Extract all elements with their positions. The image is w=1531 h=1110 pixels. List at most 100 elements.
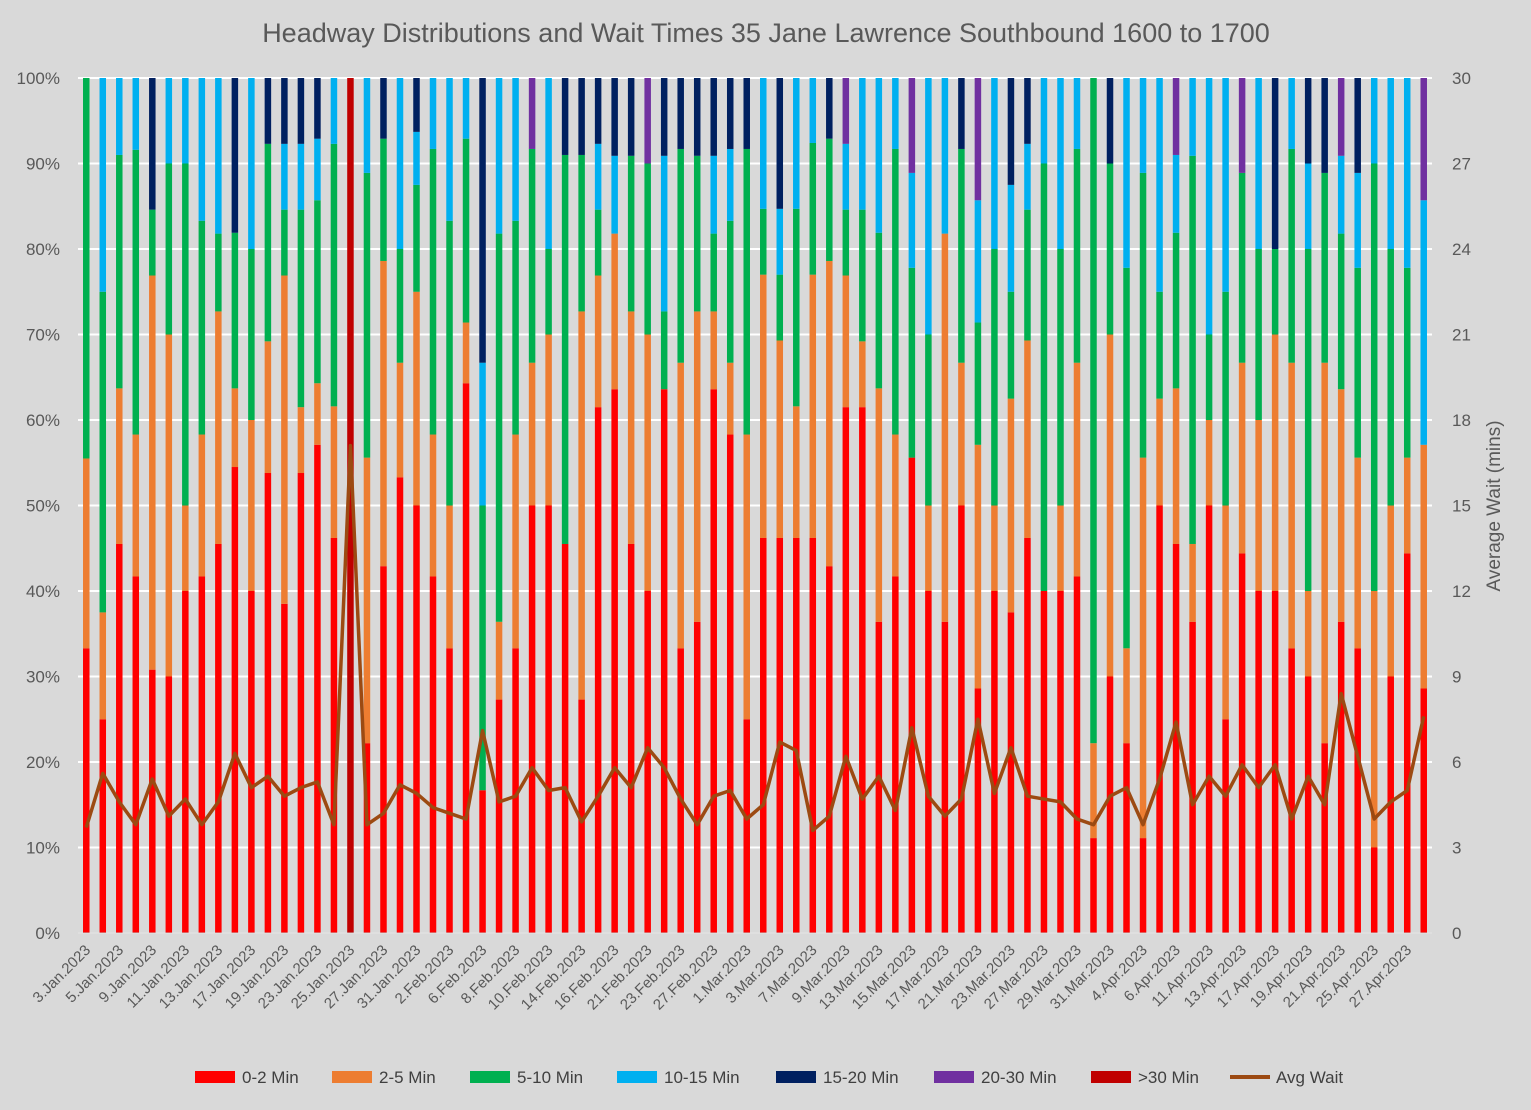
bar-segment-20-30-min (1420, 78, 1427, 201)
bar-segment-2-5-min (215, 311, 222, 544)
bar-segment-5-10-min (1106, 163, 1114, 335)
bar-segment-0-2-min (1123, 743, 1130, 933)
bar-segment-5-10-min (693, 155, 701, 312)
bar-segment-0-2-min (314, 444, 321, 933)
bar-segment-10-15-min (1040, 78, 1048, 164)
bar-segment-0-2-min (182, 591, 189, 933)
bar-segment-2-5-min (1090, 743, 1097, 839)
bar-segment-5-10-min (793, 208, 800, 407)
bar-segment-10-15-min (1370, 78, 1378, 164)
bar-segment-5-10-min (842, 209, 850, 276)
y2-tick-label: 24 (1452, 240, 1471, 259)
bar-segment-15-20-min (743, 78, 750, 149)
bar-segment-5-10-min (809, 142, 817, 275)
legend-swatch (195, 1071, 235, 1083)
bar-segment-0-2-min (83, 648, 90, 933)
bar-segment-0-2-min (1024, 537, 1031, 933)
bar-segment-10-15-min (1189, 78, 1196, 156)
bar-segment-2-5-min (842, 275, 850, 408)
bar-segment-10-15-min (297, 143, 305, 210)
bar-segment-0-2-min (693, 621, 701, 933)
bar-segment-0-2-min (462, 383, 470, 933)
bar-segment-2-5-min (925, 505, 932, 591)
bar-segment-2-5-min (314, 383, 321, 445)
bar-segment-2-5-min (1288, 362, 1295, 649)
bar-segment-0-2-min (925, 591, 932, 933)
bar-segment-10-15-min (1007, 184, 1015, 292)
bar-segment-2-5-min (545, 334, 552, 506)
bar-segment-5-10-min (726, 220, 734, 363)
bar-segment-0-2-min (396, 477, 404, 933)
legend-label: 5-10 Min (517, 1068, 583, 1087)
bar-segment-5-10-min (462, 138, 470, 323)
bar-segment-0-2-min (1387, 676, 1394, 933)
bar-segment-0-2-min (1271, 591, 1279, 933)
bar-segment-5-10-min (859, 209, 866, 342)
bar-segment-15-20-min (578, 78, 585, 155)
bar-segment-2-5-min (132, 434, 140, 577)
bar-segment-2-5-min (512, 434, 519, 649)
bar-segment-5-10-min (1304, 249, 1312, 591)
bar-segment-5-10-min (198, 220, 206, 435)
bar-segment-2-5-min (495, 621, 503, 700)
bar-segment-2-5-min (1172, 388, 1180, 544)
bar-segment-5-10-min (1040, 163, 1048, 591)
bar-segment-10-15-min (1337, 155, 1345, 234)
bar-segment-15-20-min (380, 78, 387, 139)
bar-segment-2-5-min (611, 233, 618, 390)
legend-label: Avg Wait (1276, 1068, 1343, 1087)
bar-segment-5-10-min (875, 232, 883, 389)
bar-segment-0-2-min (215, 543, 222, 933)
bar-segment-5-10-min (330, 143, 338, 407)
bar-segment-0-2-min (495, 699, 503, 933)
bar-segment-15-20-min (314, 78, 321, 139)
bar-segment-10-15-min (512, 78, 519, 221)
bar-segment-5-10-min (925, 334, 932, 506)
bar-segment-0-2-min (627, 543, 635, 933)
bar-segment-15-20-min (660, 78, 668, 156)
legend-label: 10-15 Min (664, 1068, 740, 1087)
bar-segment-0-2-min (809, 537, 817, 933)
bar-segment-5-10-min (1403, 267, 1411, 458)
y-tick-label: 0% (35, 924, 60, 943)
bar-segment-10-15-min (1354, 172, 1361, 268)
bar-segment-0-2-min (132, 576, 140, 933)
bar-segment-2-5-min (1222, 505, 1229, 720)
bar-segment-2-5-min (941, 233, 949, 622)
bar-segment-5-10-min (132, 149, 140, 435)
bar-segment-0-2-min (363, 743, 371, 933)
bar-segment-10-15-min (809, 78, 817, 143)
legend-label: 20-30 Min (981, 1068, 1057, 1087)
bar-segment-2-5-min (710, 311, 717, 390)
bar-segment-10-15-min (281, 143, 288, 210)
bar-segment-15-20-min (776, 78, 784, 209)
bar-segment-10-15-min (1420, 200, 1427, 445)
bar-segment-0-2-min (264, 473, 272, 933)
bar-segment-10-15-min (330, 78, 338, 144)
bar-segment-10-15-min (925, 78, 932, 335)
bar-segment-0-2-min (1073, 576, 1081, 933)
bar-segment-0-2-min (165, 676, 173, 933)
bar-segment-2-5-min (330, 406, 338, 538)
bar-segment-2-5-min (1337, 389, 1345, 622)
bar-segment-10-15-min (1304, 163, 1312, 249)
bar-segment-15-20-min (594, 78, 602, 144)
legend-label: >30 Min (1138, 1068, 1199, 1087)
y-tick-label: 40% (26, 582, 60, 601)
bar-segment-2-5-min (396, 362, 404, 478)
bar-segment-10-15-min (760, 78, 767, 209)
bar-segment-2-5-min (644, 334, 651, 591)
y2-tick-label: 9 (1452, 668, 1461, 687)
bar-segment-15-20-min (561, 78, 569, 155)
bar-segment-5-10-min (826, 138, 833, 261)
bar-segment-5-10-min (627, 155, 635, 312)
bar-segment-0-2-min (1106, 676, 1114, 933)
bar-segment-0-2-min (1139, 838, 1147, 933)
bar-segment-0-2-min (99, 719, 107, 933)
bar-segment-5-10-min (1205, 334, 1213, 420)
legend-label: 15-20 Min (823, 1068, 899, 1087)
bar-segment-0-2-min (677, 648, 684, 933)
bar-segment-10-15-min (1172, 154, 1180, 233)
bar-segment-0-2-min (859, 407, 866, 933)
